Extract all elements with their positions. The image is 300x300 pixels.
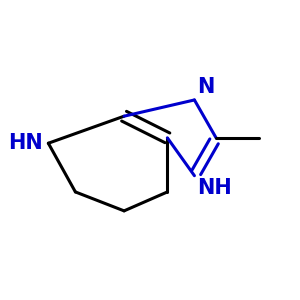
Text: N: N bbox=[197, 77, 214, 97]
Text: HN: HN bbox=[8, 133, 43, 153]
Text: NH: NH bbox=[197, 178, 232, 198]
